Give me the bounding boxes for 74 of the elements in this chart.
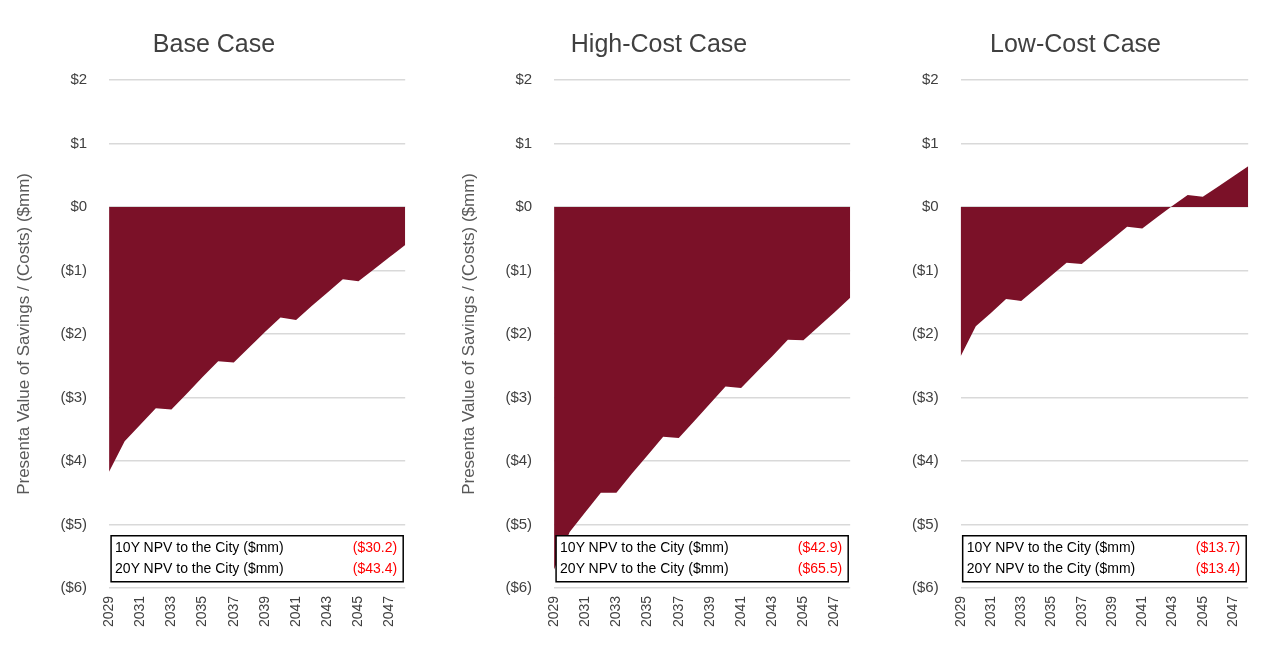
x-tick-label: 2039 [700,595,717,628]
y-tick-label: ($1) [911,260,939,278]
annotation: ($42.9) [797,539,843,556]
x-tick-label: 2029 [951,595,968,628]
y-tick-label: ($6) [60,578,88,595]
x-tick-label: 2043 [318,595,335,628]
y-tick-label: ($4) [505,451,533,469]
y-tick-label: ($4) [911,451,939,469]
chart-title: Base Case [152,28,276,57]
x-tick-label: 2041 [286,595,303,628]
x-tick-label: 2031 [576,595,593,628]
chart-title: Low-Cost Case [990,28,1161,57]
x-tick-label: 2035 [638,595,655,628]
x-tick-label: 2037 [669,595,686,628]
y-axis-title: Presenta Value of Savings / (Costs) ($mm) [13,173,33,495]
y-tick-label: ($4) [60,451,88,469]
y-tick-label: ($2) [505,324,533,342]
annotation: ($43.4) [352,560,398,577]
x-tick-label: 2047 [380,595,397,628]
y-tick-label: $0 [70,197,88,215]
y-tick-label: ($5) [60,514,88,532]
annotation: 10Y NPV to the City ($mm) [115,539,284,556]
y-tick-label: ($3) [505,387,533,405]
annotation: 10Y NPV to the City ($mm) [966,539,1136,556]
x-tick-label: 2031 [131,595,148,628]
y-tick-label: $2 [921,70,939,88]
y-tick-label: ($3) [60,387,88,405]
x-tick-label: 2039 [255,595,272,628]
x-tick-label: 2047 [825,595,842,628]
annotation: 20Y NPV to the City ($mm) [966,560,1136,577]
y-axis-title: Presenta Value of Savings / (Costs) ($mm) [458,173,478,495]
x-tick-label: 2043 [1163,595,1180,628]
y-tick-label: $2 [70,70,88,88]
y-tick-label: $1 [921,133,939,151]
y-tick-label: ($6) [505,578,533,595]
y-tick-label: $0 [921,197,939,215]
x-tick-label: 2035 [1042,595,1059,628]
annotation: ($30.2) [352,539,398,556]
y-tick-label: ($2) [911,324,939,342]
x-tick-label: 2037 [224,595,241,628]
annotation: 10Y NPV to the City ($mm) [560,539,729,556]
x-tick-label: 2031 [981,595,998,628]
y-tick-label: ($6) [911,578,939,595]
x-tick-label: 2039 [1102,595,1119,628]
x-tick-label: 2033 [1012,595,1029,628]
y-tick-label: ($1) [505,260,533,278]
x-tick-label: 2047 [1223,595,1240,628]
chart-title: High-Cost Case [570,28,748,57]
x-tick-label: 2029 [544,595,561,628]
y-tick-label: ($5) [911,514,939,532]
x-tick-label: 2041 [731,595,748,628]
x-tick-label: 2033 [607,595,624,628]
annotation: 20Y NPV to the City ($mm) [560,560,729,577]
x-tick-label: 2037 [1072,595,1089,628]
y-tick-label: $1 [515,133,533,151]
annotation: ($13.4) [1195,560,1241,577]
x-tick-label: 2041 [1133,595,1150,628]
x-tick-label: 2043 [763,595,780,628]
annotation: 20Y NPV to the City ($mm) [115,560,284,577]
x-tick-label: 2033 [162,595,179,628]
x-tick-label: 2045 [794,595,811,628]
y-tick-label: $2 [515,70,533,88]
y-tick-label: ($1) [60,260,88,278]
x-tick-label: 2045 [1193,595,1210,628]
annotation: ($13.7) [1195,539,1241,556]
annotation: ($65.5) [797,560,843,577]
x-tick-label: 2029 [99,595,116,628]
y-tick-label: ($2) [60,324,88,342]
y-tick-label: $1 [70,133,88,151]
x-tick-label: 2035 [193,595,210,628]
y-tick-label: ($5) [505,514,533,532]
y-tick-label: ($3) [911,387,939,405]
y-tick-label: $0 [515,197,533,215]
x-tick-label: 2045 [349,595,366,628]
